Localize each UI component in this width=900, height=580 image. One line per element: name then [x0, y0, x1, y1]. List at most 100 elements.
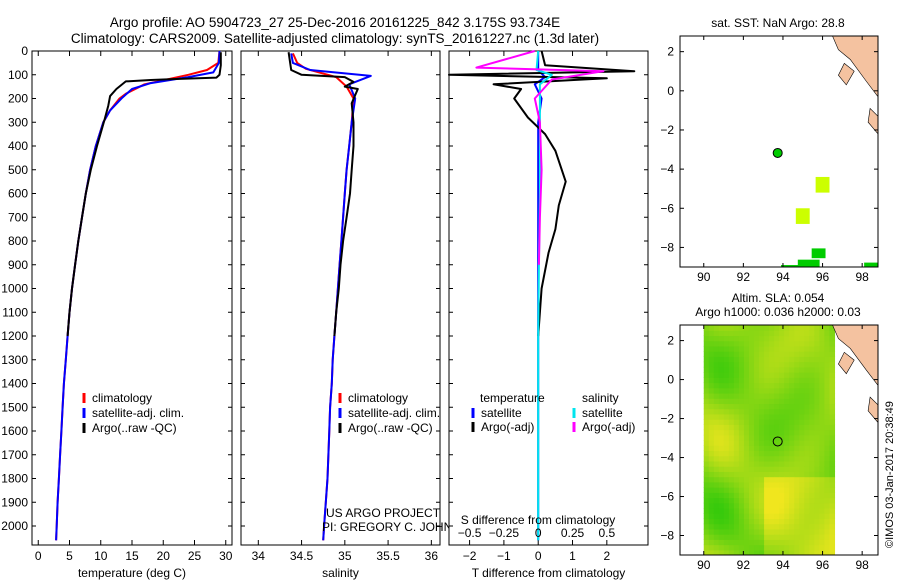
sla-cell: [703, 507, 710, 514]
sla-cell: [819, 523, 825, 530]
sla-cell: [769, 413, 775, 420]
sla-cell: [708, 330, 715, 337]
sla-cell: [819, 392, 825, 399]
sla-cell: [774, 413, 780, 420]
sla-cell: [789, 429, 795, 436]
sla-cell: [748, 408, 755, 415]
sla-cell: [784, 445, 790, 452]
sla-cell: [819, 497, 825, 504]
sla-cell: [759, 487, 765, 493]
sla-cell: [718, 398, 725, 405]
sla-cell: [784, 325, 790, 331]
sla-cell: [814, 345, 820, 352]
sla-cell: [713, 481, 720, 488]
sla-cell: [769, 507, 775, 514]
sla-cell: [728, 549, 735, 555]
sla-cell: [723, 549, 730, 555]
sla-cell: [794, 387, 800, 394]
sla-cell: [824, 440, 831, 446]
sla-cell: [784, 534, 790, 540]
sla-cell: [799, 460, 805, 467]
sla-cell: [754, 445, 760, 452]
sla-cell: [779, 539, 785, 546]
sla-cell: [799, 356, 805, 363]
sla-cell: [743, 382, 750, 389]
sla-cell: [804, 455, 810, 462]
sla-cell: [779, 455, 785, 462]
sla-cell: [708, 460, 715, 467]
sla-cell: [728, 487, 735, 493]
sla-cell: [799, 408, 805, 415]
sla-cell: [754, 549, 760, 555]
sla-cell: [799, 471, 805, 478]
sla-cell: [784, 455, 790, 462]
sla-cell: [728, 382, 735, 389]
sla-cell: [733, 345, 740, 352]
sla-cell: [738, 372, 745, 378]
sla-cell: [789, 497, 795, 504]
sla-cell: [733, 460, 740, 467]
sla-cell: [743, 455, 750, 462]
sla-cell: [809, 413, 815, 420]
sla-cell: [784, 497, 790, 504]
sla-cell: [743, 345, 750, 352]
sla-cell: [794, 377, 800, 384]
sla-cell: [713, 413, 720, 420]
sla-cell: [759, 440, 765, 446]
sla-cell: [774, 466, 780, 472]
sla-cell: [738, 455, 745, 462]
sla-cell: [814, 424, 820, 431]
sla-cell: [738, 544, 745, 551]
sla-cell: [799, 487, 805, 493]
sla-cell: [754, 513, 760, 520]
sla-cell: [738, 413, 745, 420]
sla-cell: [723, 413, 730, 420]
argo-position-marker: [772, 147, 783, 158]
sla-cell: [799, 507, 805, 514]
sla-cell: [718, 335, 725, 342]
sla-cell: [819, 366, 825, 373]
sla-cell: [764, 528, 770, 535]
legend-label-satellite: satellite-adj. clim.: [92, 406, 184, 420]
sla-cell: [789, 403, 795, 410]
sla-cell: [809, 492, 815, 499]
sla-cell: [769, 434, 775, 441]
sla-cell: [738, 434, 745, 441]
sla-cell: [733, 507, 740, 514]
sla-cell: [829, 424, 836, 431]
sla-cell: [733, 429, 740, 436]
sla-cell: [728, 466, 735, 472]
difference-xtick-label: −2: [463, 549, 477, 563]
sla-cell: [789, 398, 795, 405]
sla-cell: [718, 549, 725, 555]
sla-cell: [794, 544, 800, 551]
map-ytick-label: 2: [667, 45, 674, 59]
sla-cell: [743, 492, 750, 499]
sla-cell: [703, 497, 710, 504]
sla-cell: [789, 492, 795, 499]
sla-cell: [718, 455, 725, 462]
sst-map-panel: 90 92 94 96 98 2 0 −2 −4 −6 −8 sat. SST: NaN Argo: …: [660, 16, 879, 284]
sla-cell: [804, 523, 810, 530]
sla-cell: [743, 434, 750, 441]
sla-cell: [733, 335, 740, 342]
sla-cell: [748, 345, 755, 352]
sla-cell: [824, 419, 831, 425]
sla-cell: [814, 356, 820, 363]
sla-cell: [784, 361, 790, 368]
sla-cell: [809, 518, 815, 525]
salinity-panel: 34 34.5 35 35.5 36 salinity climatologysatelli…: [240, 50, 478, 580]
sla-map-panel: 90 92 94 96 98 2 0 −2 −4 −6 −8 Altim. SLA: 0.054Arg…: [660, 291, 879, 572]
sla-cell: [799, 330, 805, 337]
sla-cell: [733, 450, 740, 457]
sla-cell: [789, 544, 795, 551]
sla-cell: [764, 492, 770, 499]
sla-cell: [764, 413, 770, 420]
sla-cell: [723, 392, 730, 399]
sla-cell: [794, 424, 800, 431]
map-xtick-label: 98: [855, 558, 869, 572]
sla-cell: [738, 502, 745, 509]
sla-cell: [779, 335, 785, 342]
sla-cell: [708, 513, 715, 520]
sla-cell: [738, 351, 745, 357]
